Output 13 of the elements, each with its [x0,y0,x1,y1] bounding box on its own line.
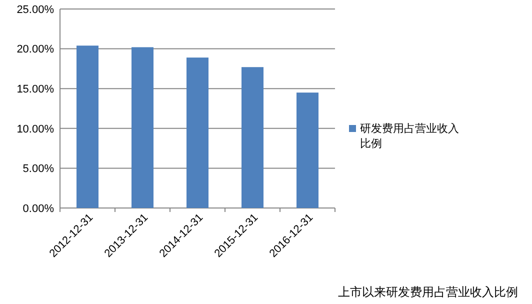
bar [186,58,208,208]
y-tick-label: 0.00% [22,202,54,215]
text: 上市以来研发费用占营业收入比例 [338,285,518,299]
bar [296,92,318,208]
bar [76,46,98,208]
y-tick-label: 10.00% [16,123,54,136]
bar [132,47,154,208]
y-tick-label: 15.00% [16,83,54,96]
y-tick-label: 20.00% [16,44,54,56]
legend-label: 研发费用占营业收入比例 [360,122,459,150]
y-tick-label: 25.00% [16,4,54,16]
bar [242,67,264,208]
y-tick-label: 5.00% [22,163,54,176]
